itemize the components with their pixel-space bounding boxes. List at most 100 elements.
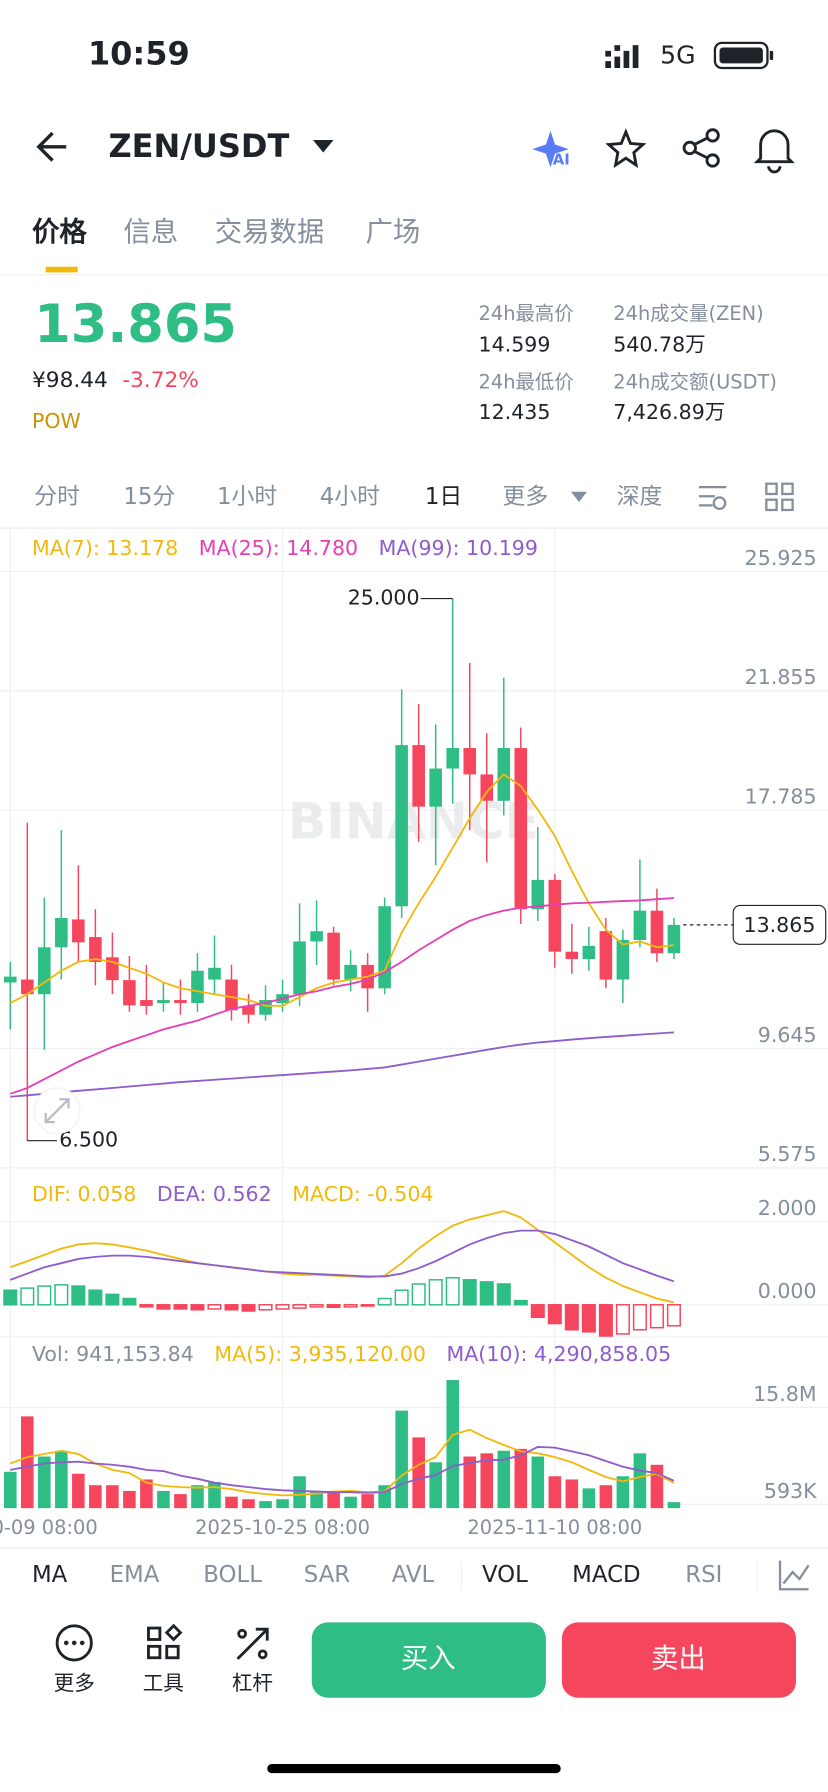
pair-title[interactable]: ZEN/USDT	[108, 127, 289, 165]
macd-bar	[530, 1304, 545, 1319]
signal-icon	[605, 45, 639, 68]
volume-bar	[463, 1456, 477, 1509]
ai-button[interactable]: AI	[532, 130, 570, 169]
interval[interactable]: 深度	[617, 484, 663, 510]
y-tick-label: 9.645	[758, 1023, 817, 1047]
indicator-settings[interactable]	[778, 1560, 810, 1591]
y-tick-label: 0.000	[758, 1279, 817, 1303]
buy-label[interactable]: 买入	[401, 1644, 456, 1675]
volume-bar	[497, 1450, 511, 1509]
status-time: 10:59	[88, 34, 190, 72]
chart-settings[interactable]	[698, 485, 727, 510]
buy-button[interactable]	[311, 1622, 546, 1698]
volume-bar	[446, 1380, 459, 1509]
macd-bar	[309, 1304, 324, 1308]
candle-body	[38, 947, 51, 995]
volume-bar	[293, 1476, 306, 1509]
macd-bar	[139, 1304, 154, 1308]
volume-bar	[21, 1416, 34, 1509]
interval[interactable]: 更多	[503, 484, 549, 510]
macd-bar	[615, 1304, 630, 1335]
candle-body	[582, 945, 596, 960]
stat-label: 24h成交额(USDT)	[613, 371, 777, 394]
layout-button[interactable]	[765, 482, 794, 512]
stat-label: 24h成交量(ZEN)	[613, 302, 763, 325]
interval[interactable]: 1小时	[217, 484, 277, 510]
candle-body	[650, 910, 664, 954]
macd-bar	[122, 1297, 137, 1306]
indicator[interactable]: RSI	[685, 1562, 722, 1588]
tools-icon[interactable]	[147, 1623, 183, 1660]
indicator[interactable]: BOLL	[203, 1562, 262, 1588]
volume-bar	[327, 1490, 340, 1509]
volume-bar	[208, 1482, 221, 1509]
volume-bar	[582, 1488, 596, 1509]
candle-body	[21, 979, 34, 995]
candle-body	[293, 941, 306, 995]
macd-bar	[598, 1304, 613, 1337]
action-label[interactable]: 杠杆	[232, 1671, 273, 1695]
back-button[interactable]	[36, 131, 67, 162]
indicator[interactable]: AVL	[392, 1562, 435, 1588]
coin-tag[interactable]: POW	[32, 409, 81, 433]
volume-bar	[429, 1462, 442, 1509]
more-icon[interactable]	[55, 1624, 93, 1662]
expand-button[interactable]	[33, 1087, 81, 1135]
tab-active[interactable]: 价格	[32, 217, 87, 248]
tab[interactable]: 信息	[123, 217, 178, 248]
interval-active[interactable]: 1日	[425, 484, 462, 510]
candle-body	[174, 1000, 187, 1003]
indicator-active[interactable]: MACD	[572, 1562, 640, 1588]
indicator-active[interactable]: MA	[32, 1562, 68, 1588]
share-button[interactable]	[682, 128, 720, 168]
volume-bar	[599, 1485, 613, 1509]
indicator[interactable]: EMA	[110, 1562, 160, 1588]
macd-bar	[71, 1285, 86, 1306]
volume-bar	[667, 1502, 681, 1509]
tab[interactable]: 交易数据	[215, 217, 325, 248]
legend-item: MA(10): 4,290,858.05	[447, 1342, 672, 1366]
candle-body	[225, 979, 238, 1011]
macd-bar	[394, 1289, 409, 1306]
candle-body	[395, 745, 408, 907]
pair-dropdown[interactable]	[312, 139, 334, 153]
interval-dropdown[interactable]	[571, 491, 588, 502]
volume-bar	[89, 1485, 102, 1509]
alert-button[interactable]	[753, 129, 795, 174]
sell-label[interactable]: 卖出	[651, 1644, 706, 1675]
volume-bar	[480, 1453, 494, 1509]
interval[interactable]: 15分	[123, 484, 175, 510]
candle-body	[463, 748, 477, 775]
volume-bar	[565, 1479, 579, 1509]
candle-body	[123, 980, 136, 1006]
macd-bar	[88, 1289, 103, 1306]
macd-bar	[428, 1279, 443, 1306]
favorite-button[interactable]	[605, 128, 647, 169]
legend-item: MACD: -0.504	[292, 1182, 433, 1206]
indicator-active[interactable]: VOL	[482, 1562, 528, 1588]
interval[interactable]: 分时	[34, 484, 80, 510]
macd-bar	[241, 1304, 256, 1312]
indicator[interactable]: SAR	[304, 1562, 351, 1588]
volume-bar	[395, 1410, 408, 1509]
macd-bar	[445, 1276, 460, 1306]
current-price-label: 13.865	[744, 913, 816, 937]
macd-bar	[224, 1304, 239, 1311]
action-label[interactable]: 更多	[54, 1671, 95, 1695]
tab-indicator	[45, 266, 78, 273]
action-label[interactable]: 工具	[143, 1671, 184, 1695]
volume-bar	[174, 1494, 187, 1509]
macd-bar	[156, 1304, 171, 1310]
leverage-icon[interactable]	[236, 1627, 269, 1660]
volume-bar	[106, 1485, 119, 1509]
volume-bar	[276, 1499, 289, 1509]
candle-body	[157, 1000, 170, 1003]
sell-button[interactable]	[561, 1622, 797, 1698]
last-price: 13.865	[34, 294, 237, 355]
legend-item: MA(7): 13.178	[32, 536, 178, 560]
tab[interactable]: 广场	[365, 217, 420, 248]
legend-item: MA(5): 3,935,120.00	[214, 1342, 426, 1366]
macd-bar	[275, 1304, 290, 1310]
volume-bar	[514, 1448, 528, 1509]
interval[interactable]: 4小时	[320, 484, 380, 510]
